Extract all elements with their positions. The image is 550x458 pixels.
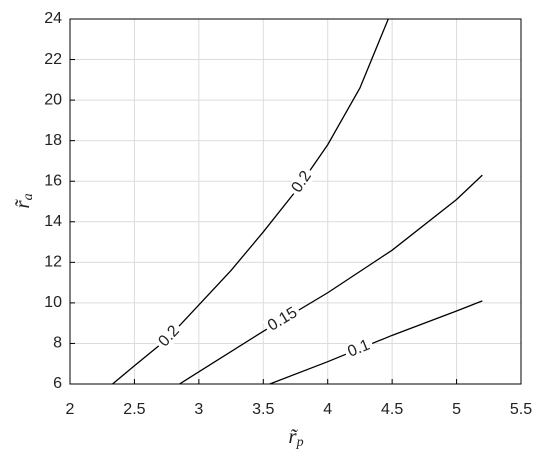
x-label-subscript: p: [296, 435, 304, 450]
label-background: [153, 320, 186, 353]
y-tick-label: 10: [44, 294, 62, 311]
plot-frame: [69, 18, 522, 385]
y-tick-label: 6: [53, 375, 62, 392]
y-tick-label: 16: [44, 172, 62, 189]
y-tick-label: 8: [53, 335, 62, 352]
y-tick-label: 20: [44, 91, 62, 108]
label-background: [342, 335, 376, 362]
contour-line: [269, 300, 483, 385]
y-tick-label: 12: [44, 254, 62, 271]
x-tick-label: 4.5: [381, 401, 403, 418]
y-axis-label: r̃a: [10, 193, 36, 208]
label-background: [262, 302, 304, 337]
y-label-symbol: r̃: [10, 198, 34, 208]
y-label-subscript: a: [21, 193, 36, 200]
x-tick-label: 3: [194, 401, 203, 418]
x-tick-label: 5: [452, 401, 461, 418]
x-tick-label: 2: [66, 401, 75, 418]
y-tick-label: 14: [44, 213, 62, 230]
contour-line: [179, 174, 483, 385]
x-axis-label: r̃p: [288, 424, 303, 450]
x-tick-label: 2.5: [123, 401, 145, 418]
contour-label: 0.1: [342, 335, 376, 362]
contour-label: 0.2: [286, 165, 317, 199]
x-tick-label: 5.5: [510, 401, 532, 418]
y-tick-label: 24: [44, 10, 62, 27]
x-tick-label: 3.5: [252, 401, 274, 418]
x-label-symbol: r̃: [288, 424, 298, 448]
label-background: [286, 165, 317, 199]
x-tick-label: 4: [323, 401, 332, 418]
y-tick-label: 22: [44, 51, 62, 68]
contour-label: 0.15: [262, 302, 304, 337]
contour-line: [112, 18, 389, 385]
y-tick-label: 18: [44, 132, 62, 149]
